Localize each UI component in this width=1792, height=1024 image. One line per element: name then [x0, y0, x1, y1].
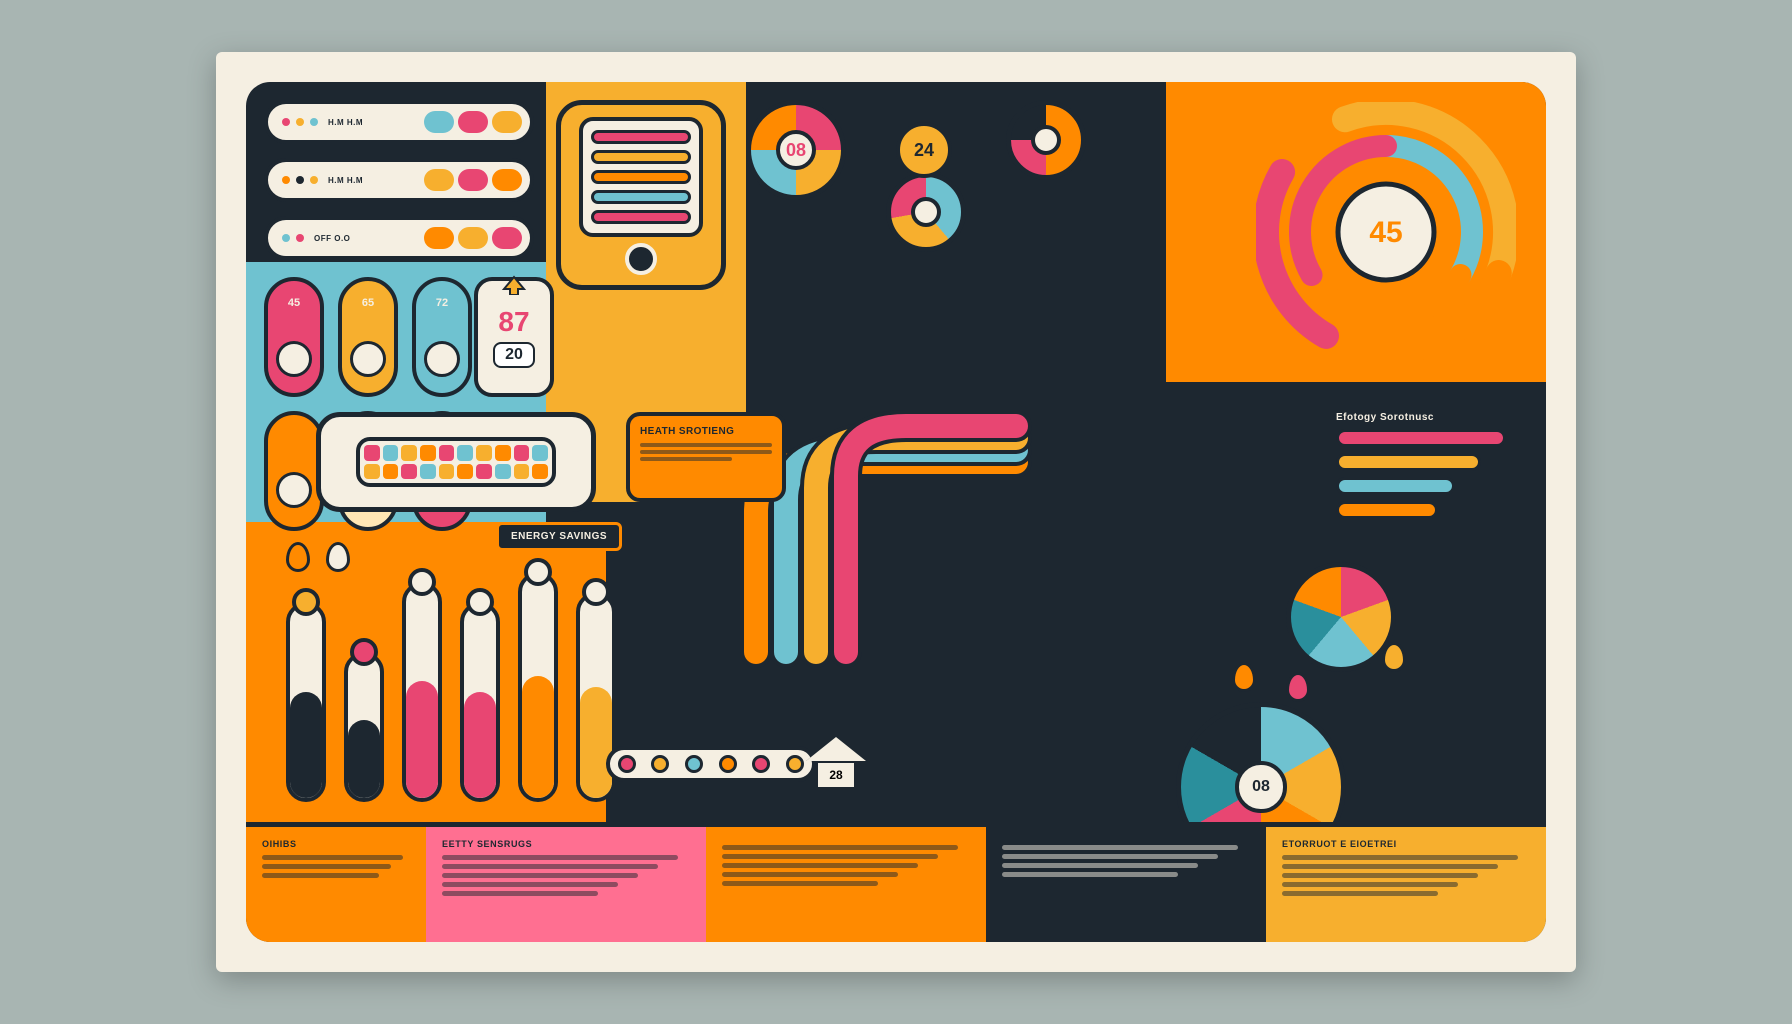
footer-cell: ETORRUOT E EIOETREI — [1266, 822, 1546, 942]
tube — [286, 602, 326, 802]
capsule — [264, 411, 324, 531]
legend-row: H.M H.M — [264, 158, 534, 202]
capsule: 45 — [264, 277, 324, 397]
footer-cell — [986, 822, 1266, 942]
capsule: 72 — [412, 277, 472, 397]
radiator-illustration — [316, 412, 596, 512]
house-value: 28 — [829, 768, 842, 782]
poster-frame: H.M H.MH.M H.MOFF O.O 456572 87 20 08 24… — [216, 52, 1576, 972]
tube — [518, 572, 558, 802]
house-icon: 28 — [806, 737, 866, 792]
capsule: 65 — [338, 277, 398, 397]
legend-panel: H.M H.M H.M H.M OFF O.O — [264, 100, 534, 274]
droplet-icon — [1286, 672, 1310, 702]
radiator-grill — [356, 437, 556, 487]
rbars-title: Efotogy Sorotnusc — [1336, 412, 1506, 423]
stat-badge-87: 87 20 — [474, 277, 554, 397]
info-title: HEATH SROTIENG — [640, 426, 772, 437]
tube — [402, 582, 442, 802]
legend-row: OFF O.O — [264, 216, 534, 260]
tube — [460, 602, 500, 802]
infographic-canvas: H.M H.MH.M H.MOFF O.O 456572 87 20 08 24… — [246, 82, 1546, 942]
legend-row: H.M H.M — [264, 100, 534, 144]
heater-knob — [625, 243, 657, 275]
droplet-icon — [326, 542, 350, 572]
donut-chart-3 — [1006, 100, 1086, 180]
heater-body — [579, 117, 703, 237]
thermometer-tubes — [286, 572, 616, 802]
footer-cell: OIHIBS — [246, 822, 426, 942]
droplet-icon — [286, 542, 310, 572]
radial-gauge-main: 45 — [1256, 102, 1516, 367]
footer-panels: OIHIBSEETTY SENSRUGS ETORRUOT E EIOETREI — [246, 822, 1546, 942]
heater-illustration — [556, 100, 726, 290]
footer-cell: EETTY SENSRUGS — [426, 822, 706, 942]
mini-pie-chart — [1286, 562, 1396, 672]
donut-chart-1: 08 — [746, 100, 846, 200]
droplet-icon — [1382, 642, 1406, 672]
droplet-icon — [1232, 662, 1256, 692]
indicator-strip — [606, 746, 816, 782]
footer-cell — [706, 822, 986, 942]
energy-savings-label: ENERGY SAVINGS — [496, 522, 622, 551]
right-bar-list: Efotogy Sorotnusc — [1336, 412, 1506, 525]
sun24-value: 24 — [914, 140, 934, 161]
sun-badge-24: 24 — [896, 122, 952, 178]
badge87-sub: 20 — [493, 342, 535, 368]
tube — [344, 652, 384, 802]
badge87-value: 87 — [498, 306, 529, 338]
info-callout: HEATH SROTIENG — [626, 412, 786, 502]
svg-text:45: 45 — [1369, 216, 1402, 249]
donut-chart-2 — [886, 172, 966, 252]
